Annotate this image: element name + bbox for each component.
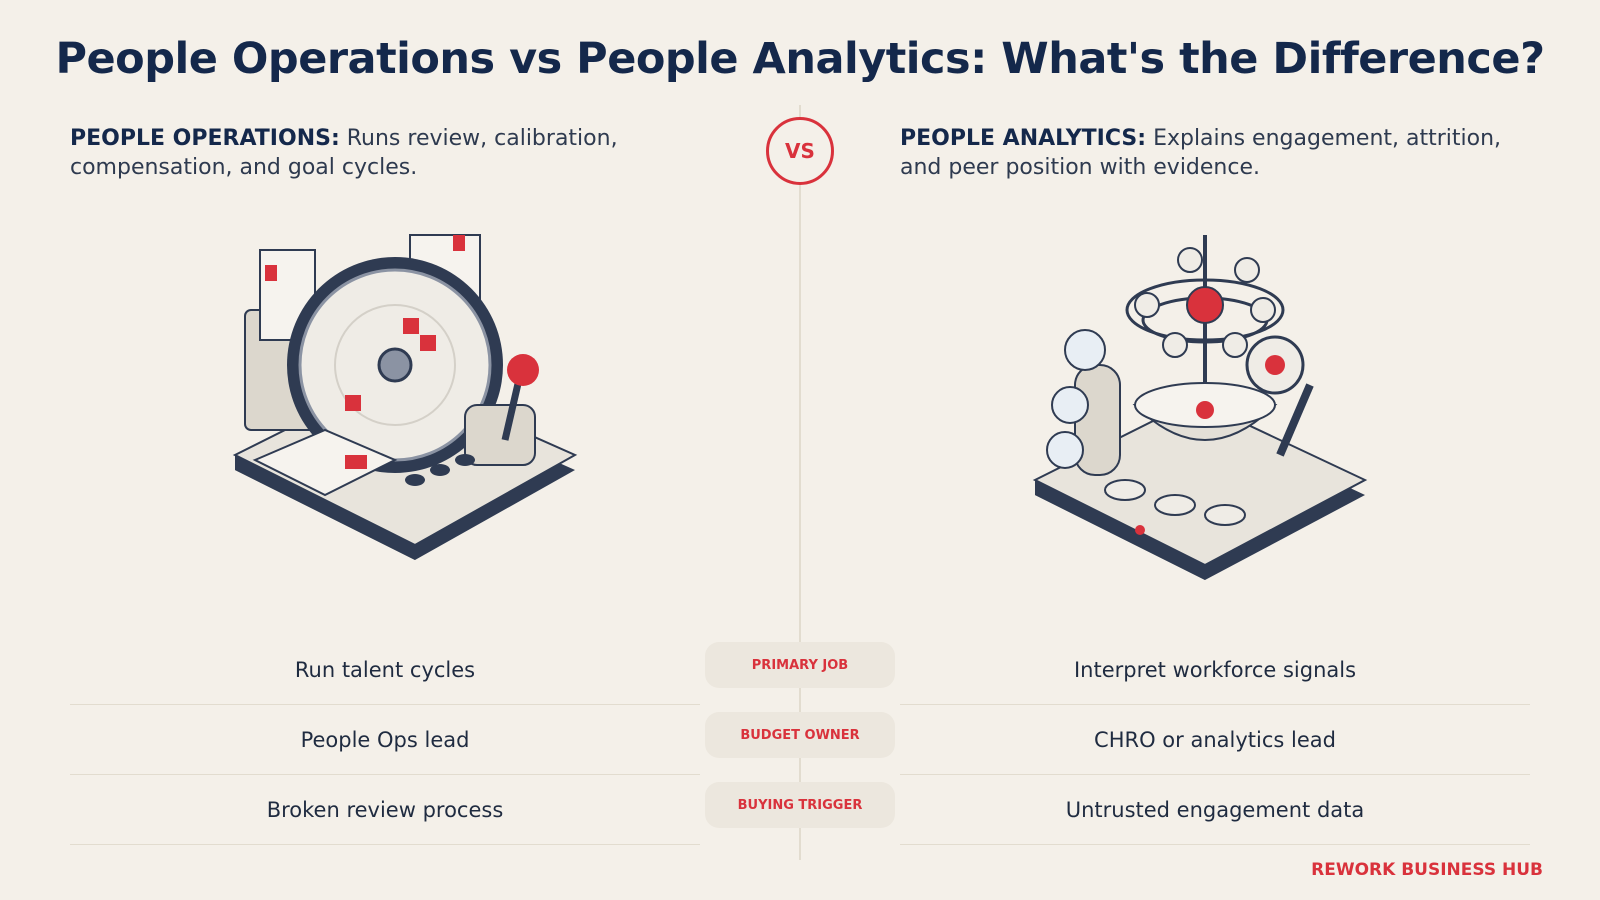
right-cell: CHRO or analytics lead bbox=[900, 705, 1530, 775]
right-cell: Untrusted engagement data bbox=[900, 775, 1530, 845]
row-label: BUDGET OWNER bbox=[705, 712, 895, 758]
analytics-illustration bbox=[1032, 235, 1368, 580]
left-heading: PEOPLE OPERATIONS: Runs review, calibrat… bbox=[70, 124, 630, 182]
left-heading-label: PEOPLE OPERATIONS: bbox=[70, 126, 340, 151]
center-divider bbox=[799, 105, 801, 860]
left-description: Runs review, calibration, compensation, … bbox=[70, 126, 618, 180]
right-heading: PEOPLE ANALYTICS: Explains engagement, a… bbox=[900, 124, 1530, 182]
footer-brand: REWORK BUSINESS HUB bbox=[1311, 860, 1543, 880]
operations-illustration bbox=[232, 234, 578, 560]
left-cell: Broken review process bbox=[70, 775, 700, 845]
right-description: Explains engagement, attrition, and peer… bbox=[900, 126, 1502, 180]
right-cell: Interpret workforce signals bbox=[900, 635, 1530, 705]
left-cell: Run talent cycles bbox=[70, 635, 700, 705]
row-label: BUYING TRIGGER bbox=[705, 782, 895, 828]
title: People Operations vs People Analytics: W… bbox=[55, 34, 1545, 84]
vs-badge: VS bbox=[766, 117, 834, 185]
left-cell: People Ops lead bbox=[70, 705, 700, 775]
right-heading-label: PEOPLE ANALYTICS: bbox=[900, 126, 1147, 151]
row-label: PRIMARY JOB bbox=[705, 642, 895, 688]
